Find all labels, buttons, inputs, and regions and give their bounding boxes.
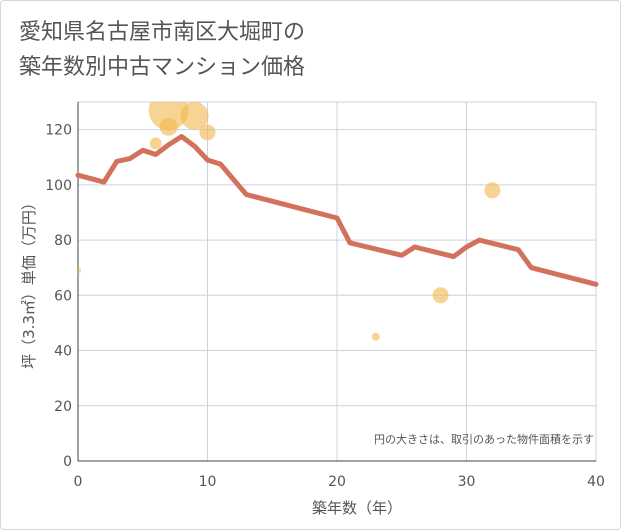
- chart-title: 愛知県名古屋市南区大堀町の 築年数別中古マンション価格: [19, 15, 305, 85]
- y-tick-label: 20: [54, 399, 72, 415]
- bubble-point: [432, 287, 449, 304]
- x-axis-label: 築年数（年）: [312, 499, 402, 517]
- size-annotation: 円の大きさは、取引のあった物件面積を示す: [374, 432, 594, 446]
- x-tick-label: 20: [328, 474, 346, 490]
- y-tick-label: 60: [54, 288, 72, 304]
- tick-labels: 0 20 40 60 80 100 120 0 10 20 30 40: [45, 123, 605, 490]
- bubble-point: [180, 102, 209, 130]
- average-price-line: [75, 134, 599, 287]
- chart-title-line-2: 築年数別中古マンション価格: [19, 55, 306, 80]
- bubble-point: [78, 267, 81, 274]
- y-axis-label: 坪（3.3㎡）単価（万円）: [20, 195, 38, 369]
- x-tick-label: 0: [74, 474, 83, 490]
- line-series: [75, 134, 599, 287]
- y-tick-label: 80: [54, 233, 72, 249]
- bubble-point: [148, 102, 189, 131]
- bubble-point: [484, 182, 501, 199]
- y-tick-label: 40: [54, 344, 72, 360]
- y-tick-label: 100: [45, 178, 72, 194]
- chart-title-line-1: 愛知県名古屋市南区大堀町の: [19, 20, 306, 45]
- y-tick-label: 0: [63, 454, 72, 470]
- x-tick-label: 10: [199, 474, 217, 490]
- bubble-point: [159, 117, 178, 136]
- bubble-series: [78, 102, 501, 341]
- y-tick-label: 120: [45, 123, 72, 139]
- axes: [77, 102, 596, 462]
- bubble-point: [371, 332, 380, 341]
- x-tick-label: 30: [458, 474, 476, 490]
- bubble-point: [149, 137, 162, 150]
- x-tick-label: 40: [587, 474, 605, 490]
- bubble-point: [199, 124, 216, 141]
